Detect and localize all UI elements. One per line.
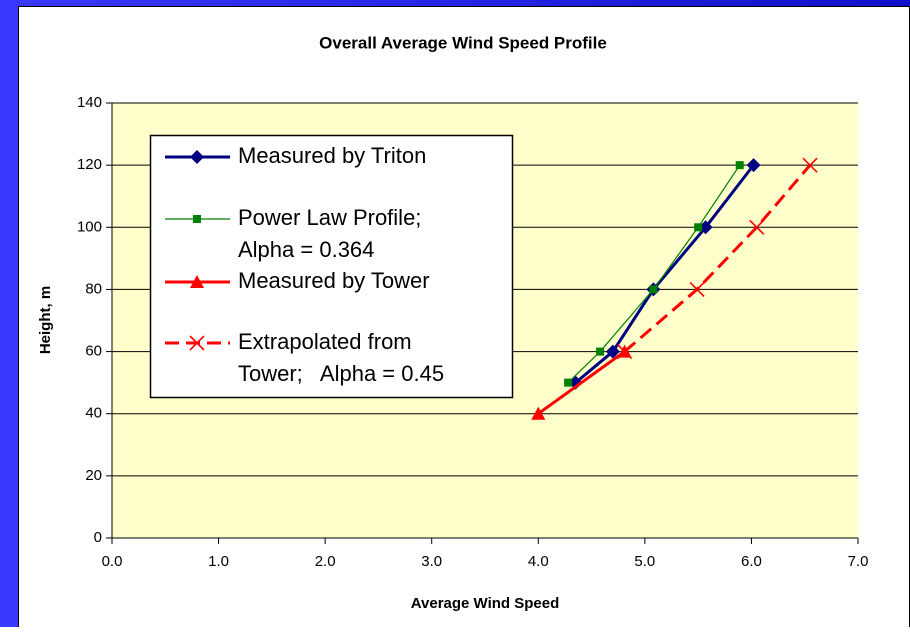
marker	[746, 158, 761, 173]
marker	[617, 344, 633, 360]
legend-label: Power Law Profile; Alpha = 0.364	[238, 205, 421, 262]
x-tick-label: 2.0	[315, 553, 336, 570]
y-tick-label: 60	[85, 343, 102, 360]
y-tick-label: 80	[85, 280, 102, 297]
y-tick-label: 0	[94, 529, 102, 546]
x-tick-label: 4.0	[528, 553, 549, 570]
y-axis-label: Height, m	[37, 286, 54, 354]
marker	[749, 219, 765, 235]
marker	[190, 150, 204, 164]
y-tick-label: 40	[85, 405, 102, 422]
marker	[189, 335, 205, 351]
series-line	[623, 164, 812, 353]
x-tick-label: 7.0	[848, 553, 869, 570]
legend: Measured by Triton Power Law Profile; Alph…	[149, 134, 514, 399]
y-tick-label: 20	[85, 467, 102, 484]
x-tick-label: 3.0	[421, 553, 442, 570]
marker	[802, 157, 818, 173]
y-tick-label: 140	[77, 94, 102, 111]
marker	[564, 378, 573, 387]
marker	[531, 406, 546, 420]
marker	[649, 285, 658, 294]
y-tick-label: 100	[77, 218, 102, 235]
y-tick-label: 120	[77, 156, 102, 173]
marker	[190, 275, 204, 288]
series-line	[537, 350, 626, 415]
x-tick-label: 1.0	[208, 553, 229, 570]
legend-label: Measured by Tower	[238, 268, 430, 293]
x-axis-label: Average Wind Speed	[411, 595, 560, 612]
legend-box	[149, 134, 514, 399]
marker	[694, 223, 703, 232]
legend-label: Measured by Triton	[238, 143, 426, 168]
marker	[193, 215, 201, 223]
legend-label: Extrapolated from Tower; Alpha = 0.45	[238, 329, 444, 386]
marker	[605, 344, 620, 359]
chart-title: Overall Average Wind Speed Profile	[319, 33, 607, 52]
x-tick-label: 5.0	[634, 553, 655, 570]
x-tick-label: 6.0	[741, 553, 762, 570]
marker	[689, 281, 705, 297]
plot	[531, 157, 818, 420]
x-tick-label: 0.0	[102, 553, 123, 570]
marker	[596, 347, 605, 356]
marker	[735, 161, 744, 170]
